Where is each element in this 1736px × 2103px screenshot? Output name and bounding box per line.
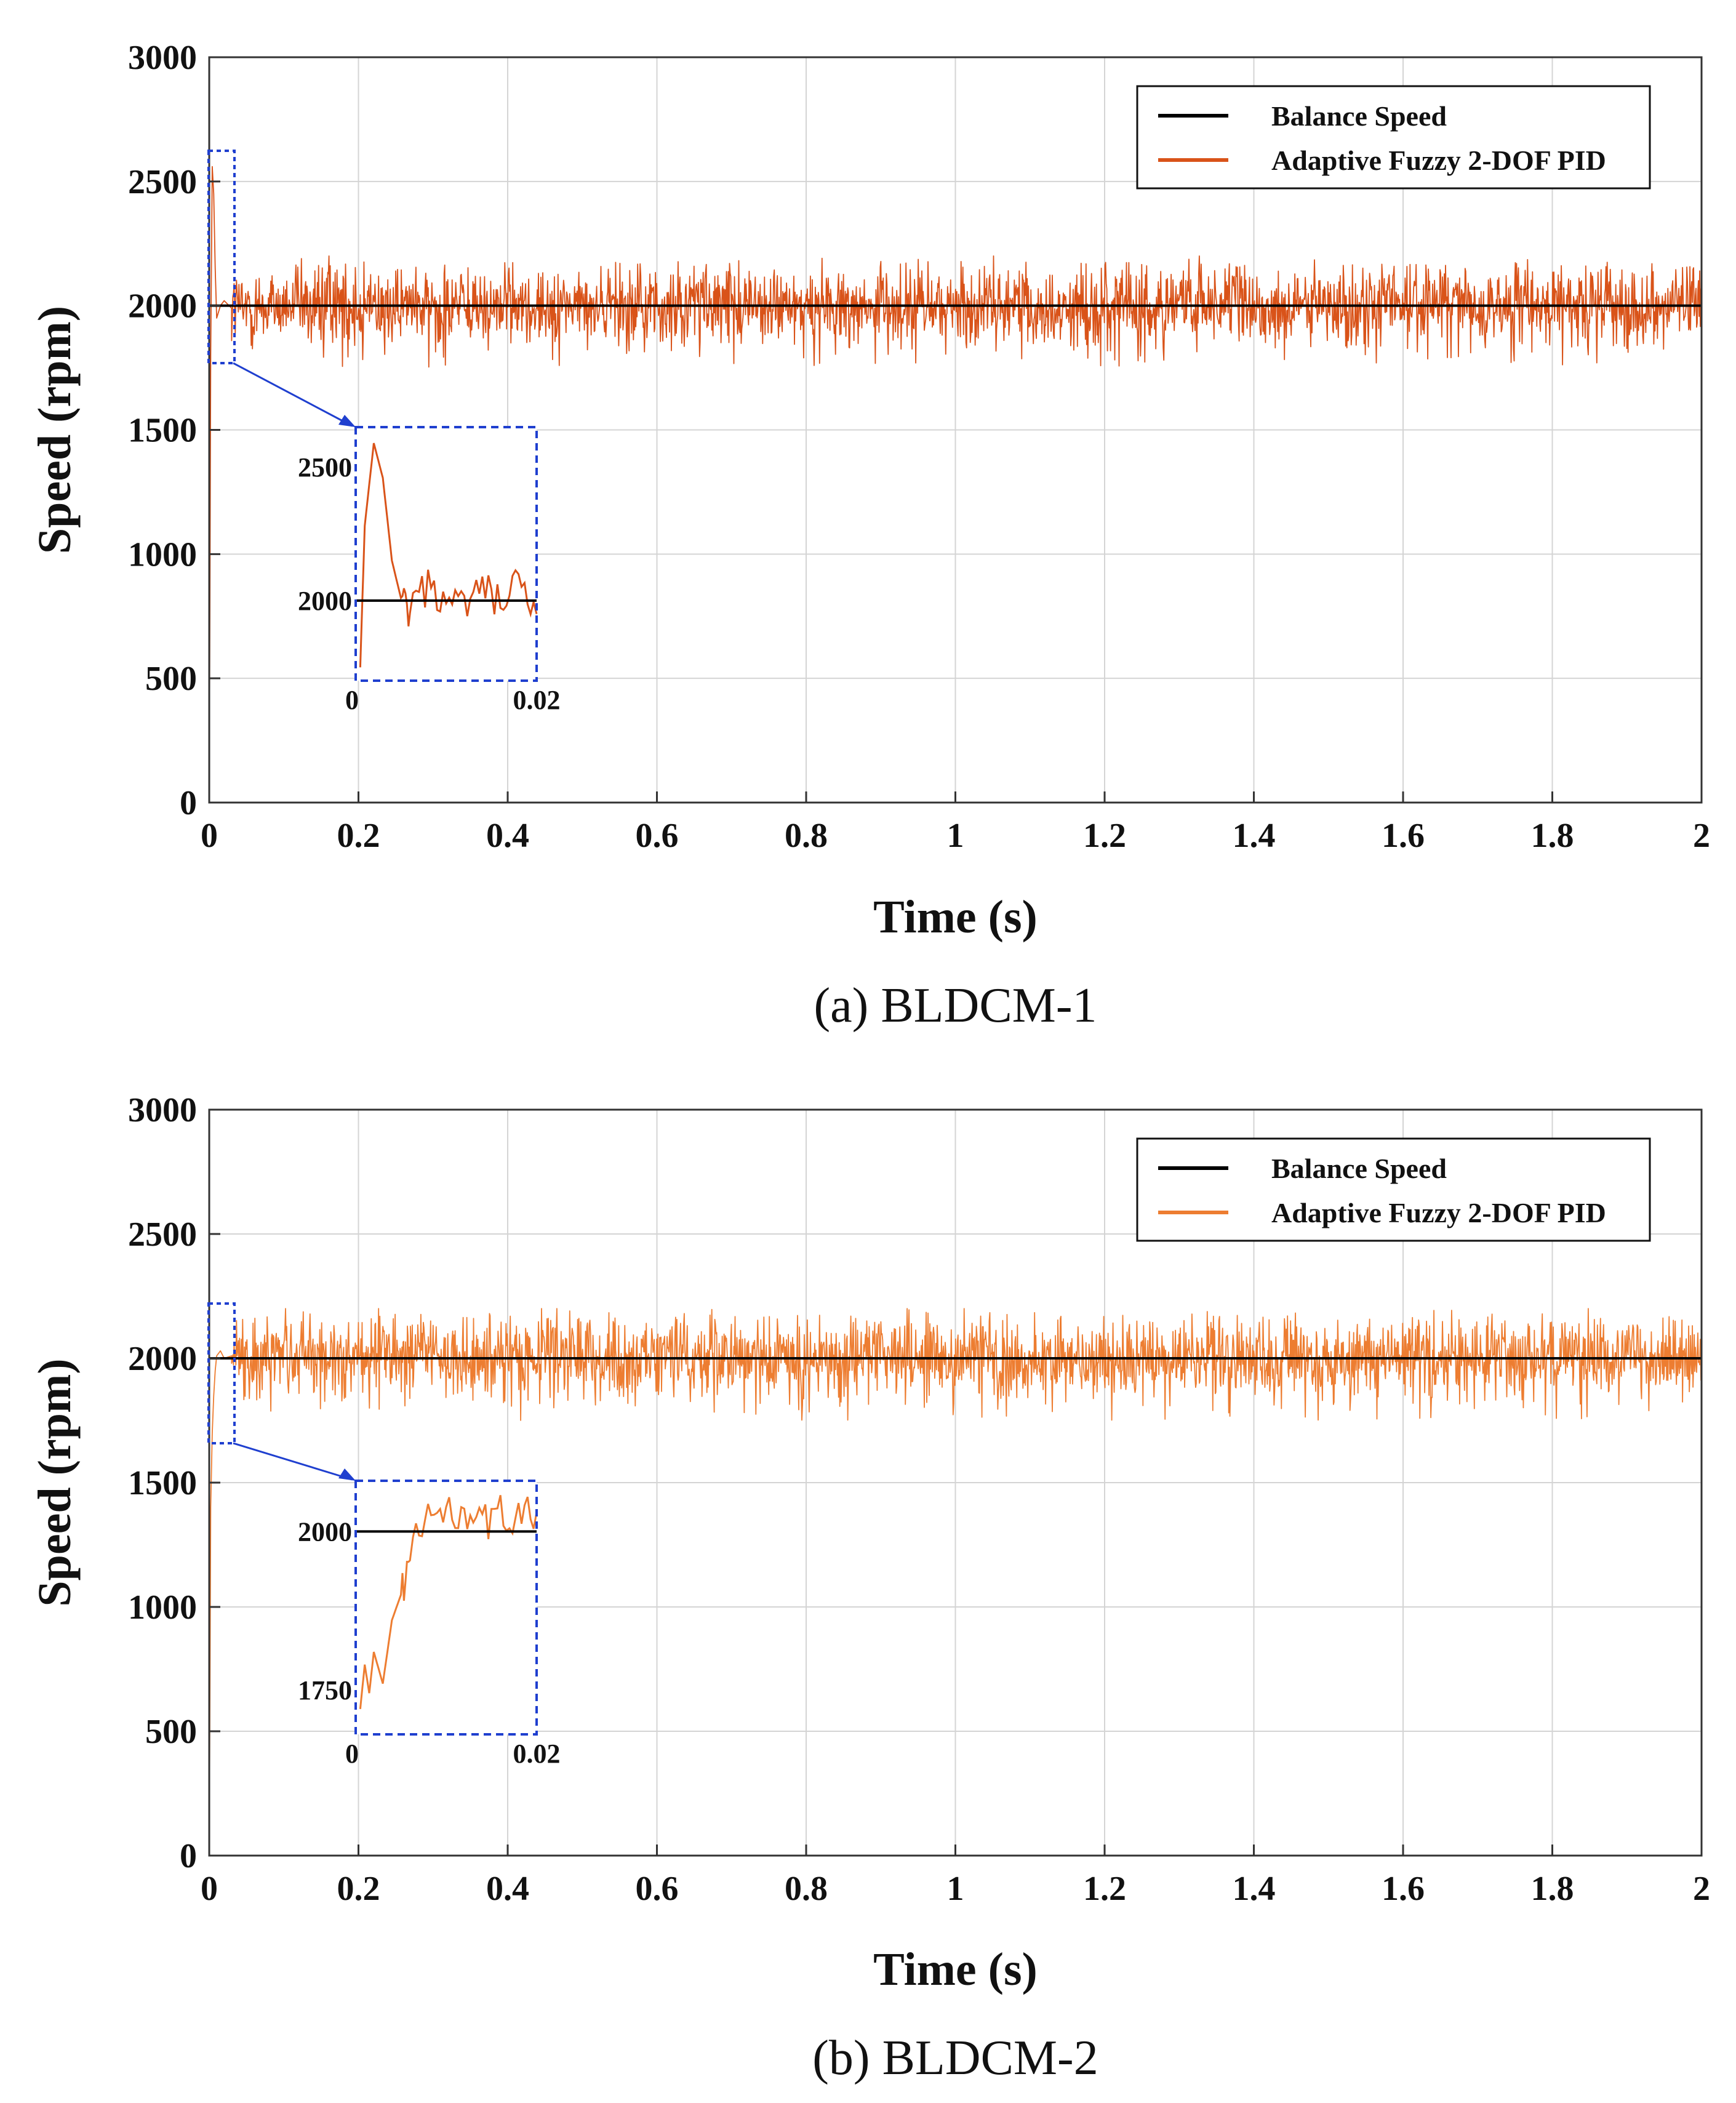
inset-x-tick-label: 0 (345, 1739, 359, 1769)
zoom-connector-line (233, 1442, 353, 1481)
figure-caption: (b) BLDCM-2 (812, 2031, 1098, 2085)
x-tick-label: 0 (201, 1870, 218, 1908)
legend-label: Adaptive Fuzzy 2-DOF PID (1271, 1197, 1606, 1228)
inset-y-tick-label: 2500 (298, 452, 352, 483)
legend: Balance Speed Adaptive Fuzzy 2-DOF PID (1136, 1137, 1651, 1242)
x-axis-title: Time (s) (873, 1944, 1038, 1995)
inset-frame (354, 426, 538, 682)
legend-label: Balance Speed (1271, 1153, 1447, 1184)
x-tick-label: 1.8 (1531, 1870, 1574, 1908)
x-tick-label: 0 (201, 817, 218, 855)
inset-y-tick-label: 1750 (298, 1675, 352, 1705)
inset-x-tick-label: 0.02 (513, 1739, 561, 1769)
x-tick-label: 0.8 (785, 1870, 828, 1908)
y-tick-label: 2000 (128, 1340, 197, 1378)
x-tick-label: 1.4 (1233, 817, 1276, 855)
x-tick-label: 0.8 (785, 817, 828, 855)
legend-label: Adaptive Fuzzy 2-DOF PID (1271, 145, 1606, 176)
x-tick-label: 2 (1693, 817, 1710, 855)
inset-x-tick-label: 0.02 (513, 685, 561, 715)
figure-caption: (a) BLDCM-1 (814, 979, 1097, 1033)
legend-box (1136, 85, 1651, 190)
x-tick-label: 1.6 (1382, 817, 1425, 855)
x-tick-label: 0.6 (636, 1870, 679, 1908)
inset-series-line (359, 443, 538, 668)
x-tick-label: 0.2 (337, 817, 380, 855)
x-tick-label: 1.6 (1382, 1870, 1425, 1908)
y-tick-label: 2000 (128, 287, 197, 326)
zoom-connector-arrowhead (338, 1468, 356, 1481)
x-tick-label: 1.2 (1083, 817, 1126, 855)
y-tick-label: 1000 (128, 1588, 197, 1627)
inset-background (356, 427, 537, 681)
x-tick-label: 0.6 (636, 817, 679, 855)
y-tick-label: 2500 (128, 163, 197, 201)
inset-series-line (359, 1495, 538, 1709)
series-adaptive-fuzzy-line (209, 166, 1702, 803)
x-tick-label: 1.8 (1531, 817, 1574, 855)
zoom-connector-line (233, 362, 353, 427)
y-axis-title: Speed (rpm) (29, 306, 81, 554)
y-tick-label: 3000 (128, 39, 197, 77)
y-tick-label: 1500 (128, 412, 197, 450)
y-tick-label: 0 (180, 1837, 197, 1875)
x-tick-label: 1 (947, 817, 964, 855)
inset-y-tick-label: 2000 (298, 586, 352, 616)
y-tick-label: 1500 (128, 1464, 197, 1502)
inset-y-tick-label: 2000 (298, 1516, 352, 1547)
chart-panel-2: 0 0.2 0.4 0.6 0.8 1 1.2 1.4 1.6 1.8 2 0 500 1000 1500 2… (29, 1091, 1710, 2085)
legend-box (1136, 1137, 1651, 1242)
y-axis-title: Speed (rpm) (29, 1358, 81, 1606)
chart-panel-1: 0 0.2 0.4 0.6 0.8 1 1.2 1.4 1.6 1.8 2 0 500 1000 1500 2… (29, 39, 1710, 1033)
legend: Balance Speed Adaptive Fuzzy 2-DOF PID (1136, 85, 1651, 190)
zoom-region-box (207, 150, 236, 364)
inset-plot: 2000 1750 0 0.02 (298, 1480, 561, 1769)
zoom-connector-arrowhead (338, 415, 356, 427)
y-tick-label: 2500 (128, 1216, 197, 1254)
y-tick-label: 500 (145, 660, 197, 698)
inset-x-tick-label: 0 (345, 685, 359, 715)
x-tick-label: 0.4 (486, 817, 529, 855)
x-tick-label: 2 (1693, 1870, 1710, 1908)
x-tick-label: 1.4 (1233, 1870, 1276, 1908)
y-tick-label: 500 (145, 1713, 197, 1751)
x-tick-label: 1 (947, 1870, 964, 1908)
x-axis-title: Time (s) (873, 891, 1038, 943)
y-tick-label: 1000 (128, 535, 197, 574)
inset-background (356, 1481, 537, 1734)
inset-frame (354, 1480, 538, 1736)
y-tick-label: 0 (180, 784, 197, 822)
x-tick-label: 0.4 (486, 1870, 529, 1908)
legend-label: Balance Speed (1271, 100, 1447, 132)
x-tick-label: 0.2 (337, 1870, 380, 1908)
inset-plot: 2500 2000 0 0.02 (298, 426, 561, 715)
x-tick-label: 1.2 (1083, 1870, 1126, 1908)
y-tick-label: 3000 (128, 1091, 197, 1129)
zoom-region-box (207, 1302, 236, 1444)
